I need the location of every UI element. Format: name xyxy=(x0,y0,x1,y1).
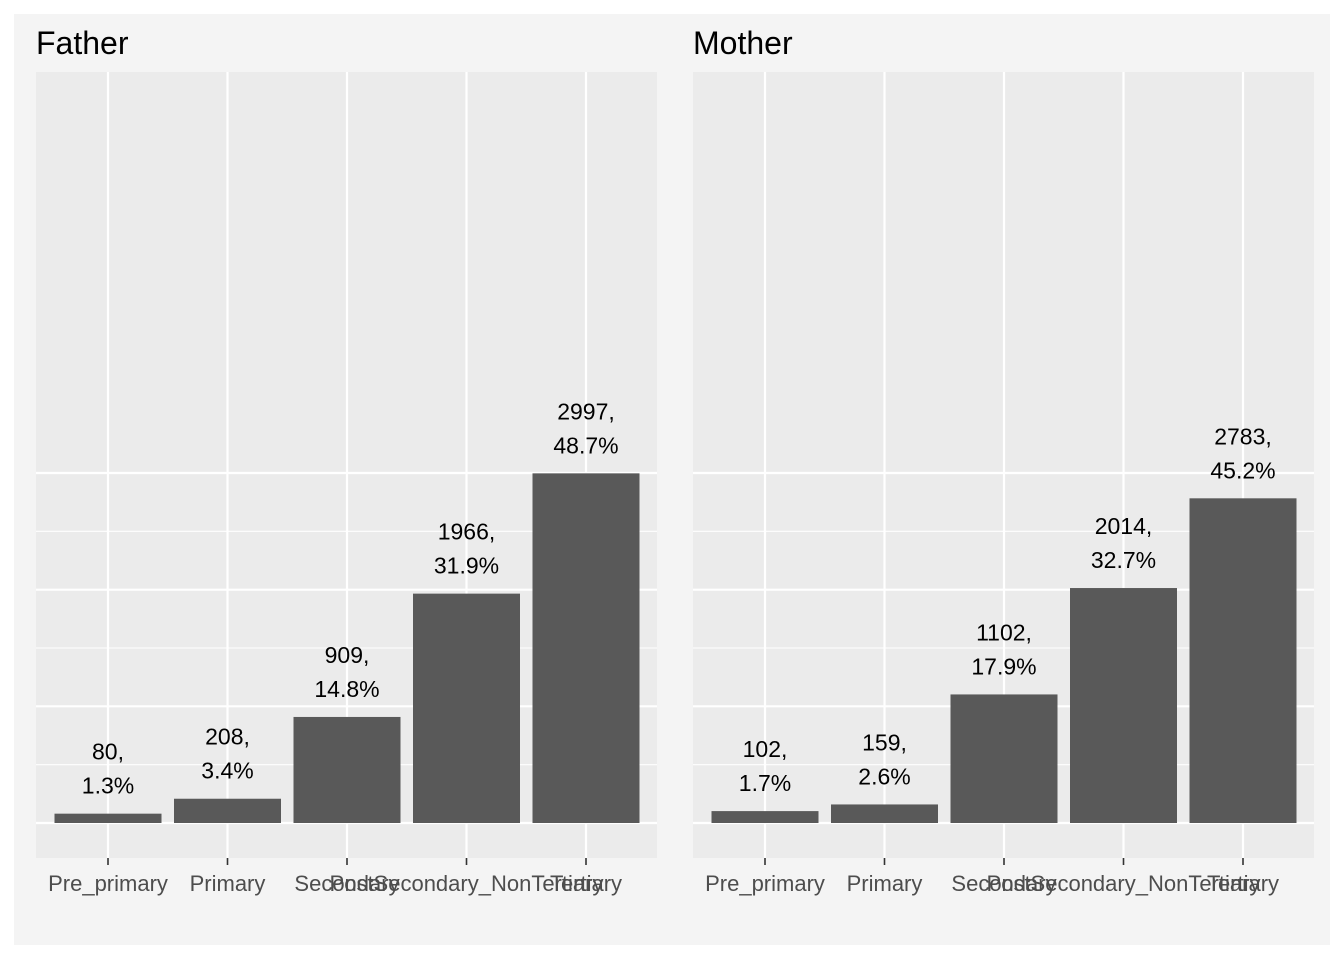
bar-mother-4 xyxy=(1189,498,1297,823)
x-tick-label: PostSecondary_NonTertiary xyxy=(330,871,604,896)
x-ticks-father xyxy=(107,858,587,865)
bar-percent-label: 17.9% xyxy=(971,653,1036,679)
bar-value-label: 2783, xyxy=(1214,423,1272,449)
bar-percent-label: 31.9% xyxy=(434,553,499,579)
facet-mother: Mother 102, 1.7% 159, 2.6% 1102, 17.9% 2014, 32… xyxy=(693,25,1314,896)
x-tick-label: Secondary xyxy=(294,871,399,896)
x-tick-label: PostSecondary_NonTertiary xyxy=(987,871,1261,896)
bar-value-label: 1102, xyxy=(976,619,1032,645)
grid-father xyxy=(36,72,657,858)
bars-father xyxy=(54,473,640,823)
bar-mother-0 xyxy=(711,811,819,823)
bar-father-4 xyxy=(532,473,640,823)
facet-father: Father 80, 1.3% 208, 3.4% 909, 14.8% 1966, 31.9… xyxy=(36,25,657,896)
x-tick-labels-mother: Pre_primary Primary SecondaryPostSecondary… xyxy=(705,871,1279,896)
bar-percent-label: 14.8% xyxy=(314,676,379,702)
bar-value-label: 909, xyxy=(325,642,370,668)
facet-title-father: Father xyxy=(36,25,129,61)
x-tick-label: Tertiary xyxy=(1207,871,1279,896)
bar-percent-label: 1.7% xyxy=(739,770,791,796)
x-tick-label: Secondary xyxy=(951,871,1056,896)
bar-value-label: 102, xyxy=(743,736,788,762)
bar-percent-label: 32.7% xyxy=(1091,547,1156,573)
bar-value-label: 159, xyxy=(862,729,907,755)
bar-father-1 xyxy=(174,798,281,823)
bar-father-3 xyxy=(413,593,520,823)
bar-labels-father: 80, 1.3% 208, 3.4% 909, 14.8% 1966, 31.9% 2997, 4… xyxy=(82,398,619,798)
bar-labels-mother: 102, 1.7% 159, 2.6% 1102, 17.9% 2014, 32.7% 2783… xyxy=(739,423,1276,796)
bar-value-label: 1966, xyxy=(438,519,496,545)
bar-percent-label: 48.7% xyxy=(553,432,618,458)
facet-title-mother: Mother xyxy=(693,25,793,61)
x-tick-label: Pre_primary xyxy=(705,871,825,896)
bar-value-label: 2014, xyxy=(1095,513,1153,539)
bar-father-2 xyxy=(293,716,401,823)
x-tick-labels-father: Pre_primary Primary SecondaryPostSecondary… xyxy=(48,871,622,896)
x-ticks-mother xyxy=(764,858,1244,865)
bar-value-label: 2997, xyxy=(557,398,615,424)
x-tick-label: Primary xyxy=(190,871,266,896)
x-tick-label: Tertiary xyxy=(550,871,622,896)
bar-father-0 xyxy=(54,813,162,823)
bar-percent-label: 2.6% xyxy=(858,763,910,789)
bar-value-label: 208, xyxy=(205,724,250,750)
bar-percent-label: 3.4% xyxy=(201,758,253,784)
bar-percent-label: 1.3% xyxy=(82,773,134,799)
bar-mother-1 xyxy=(831,804,938,823)
bar-value-label: 80, xyxy=(92,739,124,765)
x-tick-label: Primary xyxy=(847,871,923,896)
bar-mother-3 xyxy=(1070,588,1177,823)
bar-mother-2 xyxy=(950,694,1058,823)
bars-mother xyxy=(711,498,1297,823)
bar-percent-label: 45.2% xyxy=(1210,457,1275,483)
x-tick-label: Pre_primary xyxy=(48,871,168,896)
